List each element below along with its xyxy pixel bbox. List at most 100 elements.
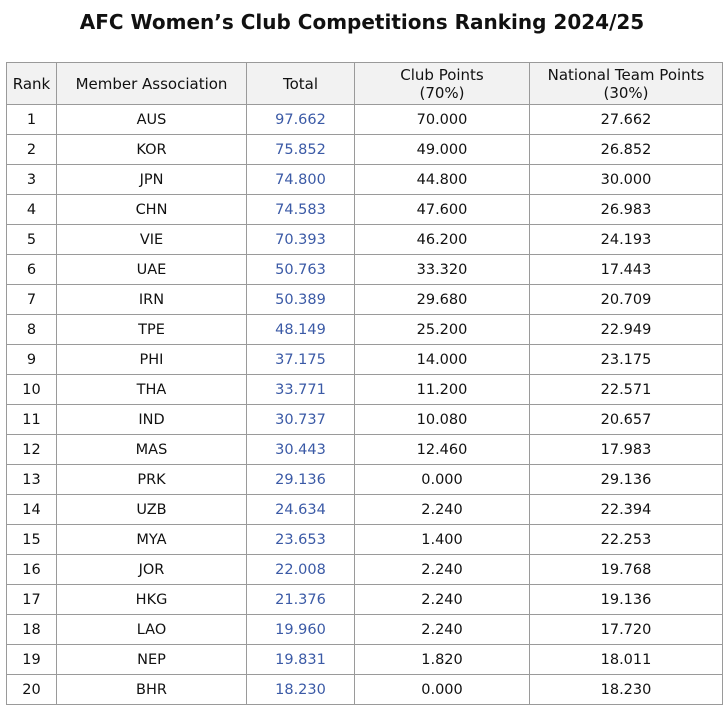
table-cell: 8 — [6, 314, 57, 345]
table-cell: 15 — [6, 524, 57, 555]
table-cell: 17.443 — [529, 254, 723, 285]
table-row: 17 HKG 21.376 2.240 19.136 — [6, 584, 723, 615]
table-row: 4 CHN 74.583 47.600 26.983 — [6, 194, 723, 225]
table-cell: 9 — [6, 344, 57, 375]
table-cell: 30.443 — [246, 434, 355, 465]
table-cell: 97.662 — [246, 104, 355, 135]
table-cell: 29.136 — [246, 464, 355, 495]
table-row: 3 JPN 74.800 44.800 30.000 — [6, 164, 723, 195]
table-cell: 22.949 — [529, 314, 723, 345]
table-cell: CHN — [56, 194, 247, 225]
table-cell: 19.136 — [529, 584, 723, 615]
table-cell: NEP — [56, 644, 247, 675]
table-cell: 12.460 — [354, 434, 530, 465]
column-header: National Team Points (30%) — [529, 62, 723, 105]
table-cell: JPN — [56, 164, 247, 195]
table-cell: 0.000 — [354, 464, 530, 495]
table-cell: THA — [56, 374, 247, 405]
table-cell: 50.763 — [246, 254, 355, 285]
table-cell: 11.200 — [354, 374, 530, 405]
table-cell: 2.240 — [354, 494, 530, 525]
header-row: Rank Member Association Total Club Points (… — [6, 62, 723, 105]
table-cell: 18.230 — [246, 674, 355, 705]
table-cell: 22.394 — [529, 494, 723, 525]
table-cell: 48.149 — [246, 314, 355, 345]
table-cell: LAO — [56, 614, 247, 645]
title: AFC Women’s Club Competitions Ranking 20… — [79, 10, 645, 34]
table-cell: 70.393 — [246, 224, 355, 255]
table-cell: PHI — [56, 344, 247, 375]
table-row: 2 KOR 75.852 49.000 26.852 — [6, 134, 723, 165]
table-cell: 10 — [6, 374, 57, 405]
table-cell: 26.983 — [529, 194, 723, 225]
table-cell: 19.831 — [246, 644, 355, 675]
table-row: 14 UZB 24.634 2.240 22.394 — [6, 494, 723, 525]
table-cell: MYA — [56, 524, 247, 555]
table-cell: TPE — [56, 314, 247, 345]
table-cell: 24.193 — [529, 224, 723, 255]
table-cell: 25.200 — [354, 314, 530, 345]
table-cell: MAS — [56, 434, 247, 465]
table-cell: 22.571 — [529, 374, 723, 405]
table-cell: 33.771 — [246, 374, 355, 405]
table-cell: PRK — [56, 464, 247, 495]
table-cell: 17 — [6, 584, 57, 615]
table-cell: 18.230 — [529, 674, 723, 705]
table-cell: 2.240 — [354, 584, 530, 615]
table-body: 1 AUS 97.662 7 0.000 27.662 2 KOR 75.852 49.000 26… — [6, 104, 723, 705]
table-cell: IRN — [56, 284, 247, 315]
table-cell: 1.820 — [354, 644, 530, 675]
table-cell: 11 — [6, 404, 57, 435]
table-cell: 74.800 — [246, 164, 355, 195]
table-cell: 20 — [6, 674, 57, 705]
table-cell: 46.200 — [354, 224, 530, 255]
table-cell: 19 — [6, 644, 57, 675]
table-cell: KOR — [56, 134, 247, 165]
table-cell: 50.389 — [246, 284, 355, 315]
table-row: 20 BHR 18.230 0.000 18.230 — [6, 674, 723, 705]
table-cell: 6 — [6, 254, 57, 285]
column-header: Rank — [6, 62, 57, 105]
column-header: Club Points (70%) — [354, 62, 530, 105]
table-row: 10 THA 33.771 11.200 22.571 — [6, 374, 723, 405]
table-wrap: Rank Member Association Total Club Points (… — [6, 62, 723, 705]
table-cell: HKG — [56, 584, 247, 615]
table-cell: 4 — [6, 194, 57, 225]
table-cell: 12 — [6, 434, 57, 465]
table-cell: IND — [56, 404, 247, 435]
table-cell: 49.000 — [354, 134, 530, 165]
table-cell: 33.320 — [354, 254, 530, 285]
table-cell: 47.600 — [354, 194, 530, 225]
table-cell: 20.709 — [529, 284, 723, 315]
table-cell: 10.080 — [354, 404, 530, 435]
table-cell: 14.000 — [354, 344, 530, 375]
table-cell: 19.960 — [246, 614, 355, 645]
table-cell: 17.983 — [529, 434, 723, 465]
table-cell: BHR — [56, 674, 247, 705]
table-cell: 2.240 — [354, 554, 530, 585]
table-cell: 29.680 — [354, 284, 530, 315]
table-cell: 16 — [6, 554, 57, 585]
table-cell: 1.400 — [354, 524, 530, 555]
table-cell: 23.175 — [529, 344, 723, 375]
table-cell: 7 — [6, 284, 57, 315]
table-row: 8 TPE 48.149 25.200 22.949 — [6, 314, 723, 345]
table-cell: 5 — [6, 224, 57, 255]
table-cell: 21.376 — [246, 584, 355, 615]
table-cell: AUS — [56, 104, 247, 135]
table-cell: 30.000 — [529, 164, 723, 195]
table-cell: 27.662 — [529, 104, 723, 135]
table-row: 19 NEP 19.831 1.820 18.011 — [6, 644, 723, 675]
table-cell: 44.800 — [354, 164, 530, 195]
table-cell: UAE — [56, 254, 247, 285]
table-cell: 1 — [6, 104, 57, 135]
table-cell: 74.583 — [246, 194, 355, 225]
table-row: 9 PHI 37.175 14.000 23.175 — [6, 344, 723, 375]
table-cell: 0.000 — [354, 674, 530, 705]
table-cell: 24.634 — [246, 494, 355, 525]
table-cell: 18 — [6, 614, 57, 645]
table-cell: 29.136 — [529, 464, 723, 495]
table-row: 12 MAS 30.443 12.460 17.983 — [6, 434, 723, 465]
ranking-table: Rank Member Association Total Club Points (… — [6, 62, 723, 705]
